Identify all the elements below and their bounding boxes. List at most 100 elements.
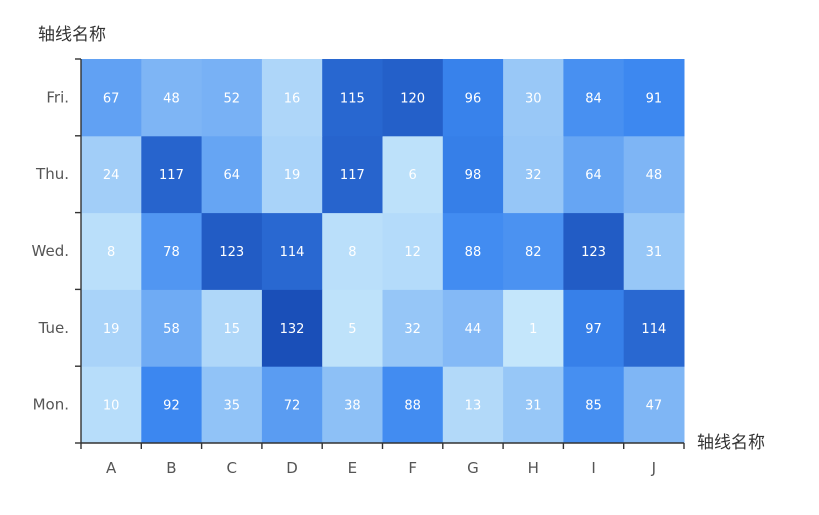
cell-value-label: 15	[223, 322, 240, 337]
cell-value-label: 114	[641, 322, 666, 337]
heatmap-cell	[261, 289, 323, 367]
heatmap-cell	[623, 59, 685, 137]
cell-value-label: 24	[103, 168, 120, 183]
heatmap-cell	[563, 366, 625, 444]
cell-value-label: 52	[223, 91, 240, 106]
cell-value-label: 91	[646, 91, 663, 106]
cell-value-label: 67	[103, 91, 120, 106]
cell-value-label: 32	[525, 168, 542, 183]
heatmap-cell	[503, 135, 564, 214]
cell-value-label: 48	[646, 168, 663, 183]
cell-value-label: 31	[525, 399, 542, 414]
heatmap-cell	[382, 59, 444, 137]
heatmap-cell	[201, 212, 263, 290]
x-tick-label: I	[591, 459, 595, 477]
heatmap-cell	[503, 366, 564, 444]
heatmap-cell	[382, 212, 444, 290]
cell-value-label: 1	[529, 322, 537, 337]
heatmap-cell	[503, 59, 564, 137]
cell-value-label: 85	[585, 399, 602, 414]
cell-value-label: 96	[465, 91, 482, 106]
heatmap-cell	[503, 289, 564, 367]
heatmap-cell	[563, 289, 625, 367]
cell-value-label: 98	[465, 168, 482, 183]
y-axis-title: 轴线名称	[38, 25, 106, 45]
axes: Mon. Tue. Wed. Thu. Fri. A B C D E F G H I J	[32, 58, 685, 477]
cell-value-label: 132	[280, 322, 305, 337]
cell-value-label: 64	[223, 168, 240, 183]
cell-value-label: 114	[280, 245, 305, 260]
x-tick-label: G	[467, 459, 479, 477]
cell-value-label: 47	[646, 399, 663, 414]
cell-value-label: 13	[465, 399, 482, 414]
heatmap-cell	[503, 212, 564, 290]
heatmap-cell	[322, 289, 383, 367]
heatmap-cell	[442, 212, 504, 290]
x-tick-label: H	[528, 459, 539, 477]
heatmap-cell	[322, 366, 383, 444]
cell-value-label: 84	[585, 91, 602, 106]
cell-value-label: 48	[163, 91, 180, 106]
heatmap-cell	[201, 135, 263, 214]
cell-value-label: 117	[340, 168, 365, 183]
cell-value-label: 30	[525, 91, 542, 106]
cell-value-label: 123	[219, 245, 244, 260]
heatmap-cell	[81, 135, 142, 214]
heatmap-cell	[81, 289, 142, 367]
y-tick-label: Tue.	[38, 319, 69, 337]
heatmap-cell	[261, 366, 323, 444]
heatmap-cell	[563, 59, 625, 137]
heatmap-cell	[201, 289, 263, 367]
heatmap-cell	[322, 135, 383, 214]
cell-value-label: 6	[409, 168, 417, 183]
y-tick-label: Wed.	[32, 242, 69, 260]
x-tick-label: F	[408, 459, 417, 477]
heatmap-cell	[261, 135, 323, 214]
x-tick-label: C	[227, 459, 237, 477]
cell-value-label: 19	[284, 168, 301, 183]
heatmap-cell	[563, 135, 625, 214]
heatmap-cell	[382, 366, 444, 444]
heatmap-cell	[141, 135, 203, 214]
cell-value-label: 16	[284, 91, 301, 106]
heatmap-cell	[81, 59, 142, 137]
heatmap-cell	[322, 59, 383, 137]
x-tick-label: A	[106, 459, 117, 477]
heatmap-cell	[322, 212, 383, 290]
x-tick-label: E	[348, 459, 357, 477]
y-tick-label: Fri.	[46, 88, 69, 106]
heatmap-cell	[382, 289, 444, 367]
x-axis-title: 轴线名称	[697, 433, 765, 453]
heatmap-cell	[623, 135, 685, 214]
heatmap-cell	[261, 59, 323, 137]
cell-value-label: 72	[284, 399, 301, 414]
cell-value-label: 120	[400, 91, 425, 106]
cell-value-label: 32	[404, 322, 421, 337]
cell-value-label: 5	[348, 322, 356, 337]
cell-value-label: 19	[103, 322, 120, 337]
cell-value-label: 8	[107, 245, 115, 260]
heatmap-cell	[442, 59, 504, 137]
cell-value-label: 12	[404, 245, 421, 260]
heatmap-cell	[141, 212, 203, 290]
cell-value-label: 10	[103, 399, 120, 414]
heatmap-cell	[201, 366, 263, 444]
heatmap-cell	[141, 289, 203, 367]
heatmap-cell	[382, 135, 444, 214]
cell-value-label: 97	[585, 322, 602, 337]
cell-value-label: 88	[465, 245, 482, 260]
x-tick-label: J	[651, 459, 656, 477]
cell-value-label: 123	[581, 245, 606, 260]
cell-value-label: 31	[646, 245, 663, 260]
cell-value-label: 88	[404, 399, 421, 414]
x-tick-label: D	[286, 459, 298, 477]
y-tick-label: Mon.	[33, 396, 69, 414]
heatmap-cell	[261, 212, 323, 290]
cell-value-label: 64	[585, 168, 602, 183]
cell-value-label: 82	[525, 245, 542, 260]
heatmap-cell	[442, 289, 504, 367]
heatmap-cell	[623, 212, 685, 290]
cell-value-label: 58	[163, 322, 180, 337]
heatmap-cell	[201, 59, 263, 137]
